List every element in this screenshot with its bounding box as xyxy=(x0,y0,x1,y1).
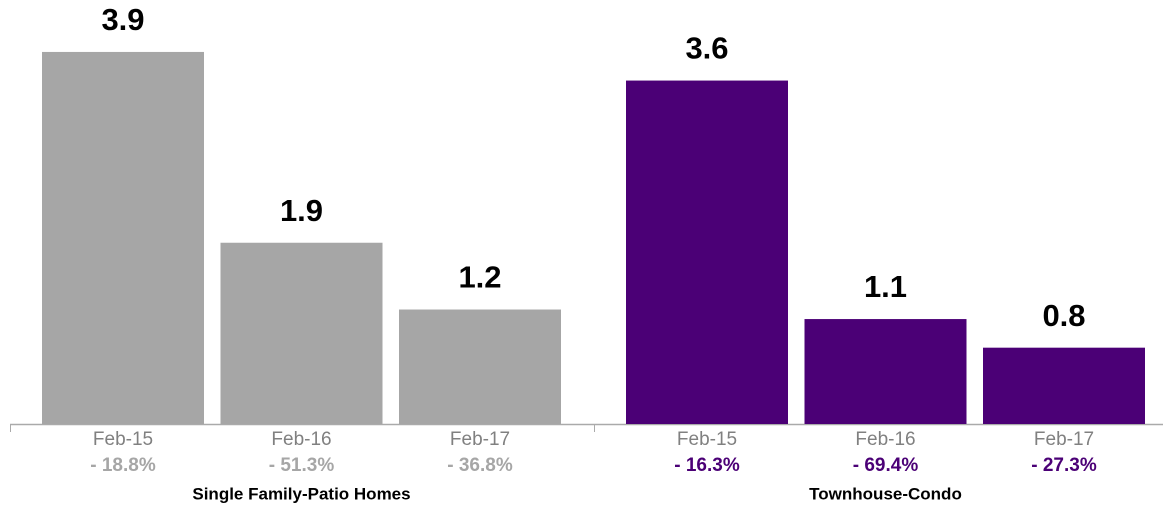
value-label: 1.2 xyxy=(458,260,501,295)
bar xyxy=(42,51,204,424)
change-label: - 51.3% xyxy=(269,455,335,476)
group-label: Single Family-Patio Homes xyxy=(192,484,410,503)
x-tick-label: Feb-17 xyxy=(450,429,510,450)
bar xyxy=(399,309,561,424)
x-tick-label: Feb-15 xyxy=(677,429,737,450)
value-label: 3.9 xyxy=(101,2,144,37)
change-label: - 27.3% xyxy=(1031,455,1097,476)
value-label: 0.8 xyxy=(1042,298,1085,333)
bar xyxy=(983,347,1145,424)
x-tick-label: Feb-16 xyxy=(855,429,915,450)
change-label: - 18.8% xyxy=(90,455,156,476)
bar xyxy=(804,319,967,424)
change-label: - 69.4% xyxy=(853,455,919,476)
x-tick-label: Feb-17 xyxy=(1034,429,1094,450)
value-label: 3.6 xyxy=(685,31,728,66)
value-label: 1.9 xyxy=(280,193,323,228)
x-tick-label: Feb-15 xyxy=(93,429,153,450)
change-label: - 36.8% xyxy=(447,455,513,476)
group-label: Townhouse-Condo xyxy=(809,484,962,503)
change-label: - 16.3% xyxy=(674,455,740,476)
bar xyxy=(626,80,788,424)
bar xyxy=(220,242,383,424)
value-label: 1.1 xyxy=(864,269,907,304)
x-tick-label: Feb-16 xyxy=(271,429,331,450)
